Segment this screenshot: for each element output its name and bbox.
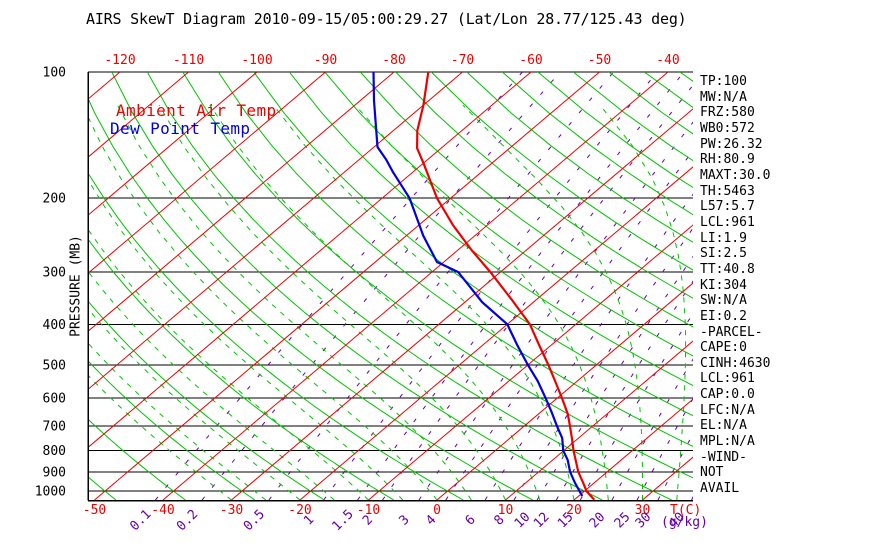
stat-line-22: EL:N/A [700,418,747,434]
stat-line-20: CAP:0.0 [700,387,755,403]
svg-text:3: 3 [396,512,412,528]
svg-text:1.5: 1.5 [330,507,357,534]
ambient-temp-trace [415,72,596,500]
svg-text:10: 10 [498,503,514,518]
svg-text:700: 700 [43,420,66,435]
isotherms [88,72,693,500]
svg-text:-20: -20 [288,503,311,518]
stat-line-8: L57:5.7 [700,199,755,215]
svg-text:-30: -30 [220,503,243,518]
stat-line-24: -WIND- [700,449,747,465]
stat-line-15: EI:0.2 [700,308,747,324]
bottom-temp-tick-labels: -50 -40 -30 -20 -10 0 10 20 30 [83,503,651,518]
mixing-ratio-unit: (g/kg) [661,515,708,530]
svg-text:-40: -40 [656,53,679,68]
svg-text:100: 100 [43,66,66,81]
svg-text:-110: -110 [173,53,204,68]
stat-line-17: CAPE:0 [700,340,747,356]
mixing-ratio-lines [155,72,693,500]
stat-line-19: LCL:961 [700,371,755,387]
svg-text:-50: -50 [83,503,106,518]
stat-line-23: MPL:N/A [700,434,755,450]
stat-line-10: LI:1.9 [700,230,747,246]
svg-text:-80: -80 [382,53,405,68]
stat-line-26: AVAIL [700,481,740,497]
stat-line-18: CINH:4630 [700,355,771,371]
legend-ambient-air-temp: Ambient Air Temp [116,101,277,120]
svg-text:-100: -100 [241,53,272,68]
svg-text:25: 25 [612,510,634,532]
svg-text:0.2: 0.2 [174,507,201,534]
stat-line-12: TT:40.8 [700,261,755,277]
svg-text:0.5: 0.5 [241,507,268,534]
page-title: AIRS SkewT Diagram 2010-09-15/05:00:29.2… [86,10,687,28]
pressure-tick-labels: 100 200 300 400 500 600 700 800 900 1000 [35,66,66,500]
svg-text:0: 0 [433,503,441,518]
svg-text:6: 6 [463,512,479,528]
stat-line-9: LCL:961 [700,214,755,230]
svg-text:900: 900 [43,465,66,480]
svg-text:-60: -60 [519,53,542,68]
svg-text:200: 200 [43,192,66,207]
stat-line-11: SI:2.5 [700,246,747,262]
stat-line-13: KI:304 [700,277,747,293]
stat-line-1: MW:N/A [700,89,747,105]
svg-text:-90: -90 [314,53,337,68]
svg-text:30: 30 [635,503,651,518]
dew-point-trace [372,72,584,497]
sounding-stats-panel: TP:100 MW:N/A FRZ:580 WB0:572 PW:26.32 RH:80.… [700,74,770,497]
svg-text:300: 300 [43,266,66,281]
svg-text:20: 20 [587,510,609,532]
svg-text:-70: -70 [451,53,474,68]
svg-text:400: 400 [43,318,66,333]
svg-text:800: 800 [43,444,66,459]
dry-adiabats [88,72,693,500]
svg-text:600: 600 [43,392,66,407]
stat-line-6: MAXT:30.0 [700,167,771,183]
svg-text:12: 12 [531,510,553,532]
legend-dew-point-temp: Dew Point Temp [110,119,251,138]
stat-line-2: FRZ:580 [700,105,755,121]
stat-line-16: -PARCEL- [700,324,763,340]
svg-text:-10: -10 [357,503,380,518]
stat-line-25: NOT [700,465,724,481]
svg-text:-40: -40 [151,503,174,518]
temp-axis-unit: T(C) [670,503,702,518]
stat-line-5: RH:80.9 [700,152,755,168]
svg-text:20: 20 [566,503,582,518]
svg-text:-50: -50 [588,53,611,68]
axis-spines [87,72,693,502]
stat-line-0: TP:100 [700,74,747,89]
stat-line-21: LFC:N/A [700,402,755,418]
stat-line-7: TH:5463 [700,183,755,199]
moist-adiabats [88,104,687,500]
stat-line-3: WB0:572 [700,120,755,136]
stat-line-4: PW:26.32 [700,136,763,152]
svg-text:1000: 1000 [35,485,66,500]
stat-line-14: SW:N/A [700,293,747,309]
svg-text:-120: -120 [104,53,135,68]
pressure-axis-label: PRESSURE (MB) [68,235,84,337]
top-temp-tick-labels: -120 -110 -100 -90 -80 -70 -60 -50 -40 [104,53,679,68]
svg-text:500: 500 [43,359,66,374]
